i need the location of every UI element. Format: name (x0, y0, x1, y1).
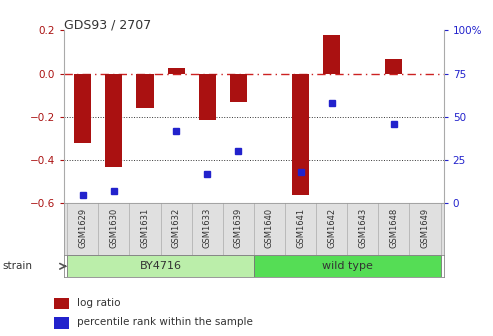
Text: GSM1643: GSM1643 (358, 207, 367, 248)
Text: GSM1642: GSM1642 (327, 207, 336, 248)
Bar (168, 68, 185, 74)
Bar (199, 74, 216, 120)
Text: GSM1631: GSM1631 (141, 207, 149, 248)
Text: GDS93 / 2707: GDS93 / 2707 (64, 18, 151, 32)
Text: BY4716: BY4716 (140, 261, 181, 271)
Bar (74, 74, 91, 143)
Text: percentile rank within the sample: percentile rank within the sample (77, 317, 253, 327)
Text: GSM1629: GSM1629 (78, 207, 87, 248)
Bar (137, 74, 153, 108)
Bar (323, 35, 340, 74)
Text: wild type: wild type (322, 261, 373, 271)
Text: GSM1648: GSM1648 (389, 207, 398, 248)
Text: GSM1632: GSM1632 (172, 207, 180, 248)
Text: GSM1630: GSM1630 (109, 207, 118, 248)
Text: GSM1639: GSM1639 (234, 207, 243, 248)
Bar (67, 255, 254, 277)
Bar (386, 59, 402, 74)
Bar (254, 255, 441, 277)
Text: GSM1649: GSM1649 (421, 207, 429, 248)
Text: GSM1633: GSM1633 (203, 207, 211, 248)
Bar (54, 318, 69, 329)
Bar (54, 298, 69, 309)
Text: GSM1640: GSM1640 (265, 207, 274, 248)
Text: strain: strain (2, 261, 33, 271)
Bar (292, 74, 309, 195)
Bar (106, 74, 122, 167)
Bar (230, 74, 247, 101)
Text: GSM1641: GSM1641 (296, 207, 305, 248)
Text: log ratio: log ratio (77, 298, 121, 308)
